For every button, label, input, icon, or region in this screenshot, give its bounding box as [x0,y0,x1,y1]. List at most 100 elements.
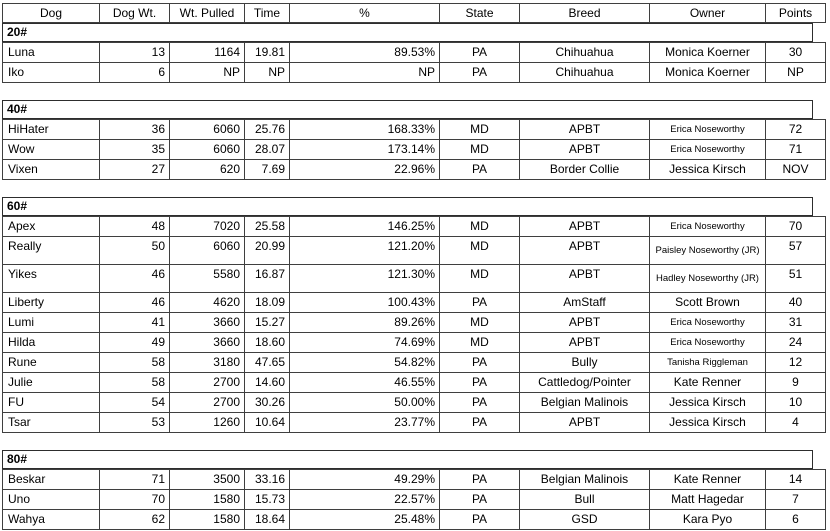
cell-dog_wt[interactable]: 62 [100,510,170,530]
cell-time[interactable]: 15.73 [245,490,290,510]
cell-breed[interactable]: APBT [520,140,650,160]
cell-pct[interactable]: NP [290,63,440,83]
cell-dog_wt[interactable]: 53 [100,413,170,433]
cell-time[interactable]: 19.81 [245,43,290,63]
cell-dog[interactable]: FU [3,393,100,413]
cell-dog[interactable]: Rune [3,353,100,373]
cell-wt_pulled[interactable]: 2700 [170,393,245,413]
cell-dog_wt[interactable]: 50 [100,237,170,265]
cell-breed[interactable]: Chihuahua [520,43,650,63]
cell-pct[interactable]: 25.48% [290,510,440,530]
cell-time[interactable]: 18.60 [245,333,290,353]
cell-breed[interactable]: APBT [520,333,650,353]
cell-wt_pulled[interactable]: 1164 [170,43,245,63]
cell-wt_pulled[interactable]: NP [170,63,245,83]
cell-breed[interactable]: Belgian Malinois [520,470,650,490]
cell-wt_pulled[interactable]: 3180 [170,353,245,373]
cell-breed[interactable]: Bull [520,490,650,510]
cell-time[interactable]: 16.87 [245,265,290,293]
cell-state[interactable]: MD [440,217,520,237]
cell-dog_wt[interactable]: 58 [100,373,170,393]
cell-owner[interactable]: Kate Renner [650,373,766,393]
cell-state[interactable]: MD [440,265,520,293]
cell-pct[interactable]: 173.14% [290,140,440,160]
cell-state[interactable]: PA [440,413,520,433]
cell-dog_wt[interactable]: 54 [100,393,170,413]
cell-time[interactable]: 15.27 [245,313,290,333]
cell-owner[interactable]: Erica Noseworthy [650,217,766,237]
cell-pct[interactable]: 74.69% [290,333,440,353]
cell-time[interactable]: 25.58 [245,217,290,237]
cell-points[interactable]: 14 [766,470,826,490]
cell-owner[interactable]: Kate Renner [650,470,766,490]
cell-state[interactable]: PA [440,470,520,490]
cell-points[interactable]: 12 [766,353,826,373]
cell-dog[interactable]: Wow [3,140,100,160]
section-header-80[interactable]: 80# [2,450,813,469]
cell-wt_pulled[interactable]: 7020 [170,217,245,237]
cell-points[interactable]: 31 [766,313,826,333]
cell-owner[interactable]: Monica Koerner [650,43,766,63]
cell-dog[interactable]: Julie [3,373,100,393]
cell-wt_pulled[interactable]: 3500 [170,470,245,490]
header-cell-wt_pulled[interactable]: Wt. Pulled [170,4,245,23]
cell-points[interactable]: 30 [766,43,826,63]
cell-dog_wt[interactable]: 35 [100,140,170,160]
header-cell-breed[interactable]: Breed [520,4,650,23]
section-header-20[interactable]: 20# [2,23,813,42]
cell-dog_wt[interactable]: 49 [100,333,170,353]
cell-dog[interactable]: Beskar [3,470,100,490]
cell-points[interactable]: NP [766,63,826,83]
cell-pct[interactable]: 89.26% [290,313,440,333]
section-header-60[interactable]: 60# [2,197,813,216]
cell-breed[interactable]: Cattledog/Pointer [520,373,650,393]
cell-state[interactable]: MD [440,120,520,140]
cell-points[interactable]: 7 [766,490,826,510]
header-cell-state[interactable]: State [440,4,520,23]
cell-owner[interactable]: Erica Noseworthy [650,333,766,353]
cell-points[interactable]: NOV [766,160,826,180]
cell-dog_wt[interactable]: 13 [100,43,170,63]
cell-points[interactable]: 72 [766,120,826,140]
cell-time[interactable]: NP [245,63,290,83]
cell-breed[interactable]: GSD [520,510,650,530]
header-cell-dog_wt[interactable]: Dog Wt. [100,4,170,23]
cell-dog[interactable]: Uno [3,490,100,510]
cell-wt_pulled[interactable]: 1580 [170,510,245,530]
cell-breed[interactable]: Chihuahua [520,63,650,83]
cell-state[interactable]: PA [440,393,520,413]
cell-wt_pulled[interactable]: 1260 [170,413,245,433]
cell-time[interactable]: 30.26 [245,393,290,413]
cell-pct[interactable]: 146.25% [290,217,440,237]
cell-points[interactable]: 6 [766,510,826,530]
cell-pct[interactable]: 22.57% [290,490,440,510]
cell-dog_wt[interactable]: 48 [100,217,170,237]
cell-wt_pulled[interactable]: 6060 [170,140,245,160]
cell-wt_pulled[interactable]: 5580 [170,265,245,293]
cell-state[interactable]: MD [440,237,520,265]
cell-dog[interactable]: Apex [3,217,100,237]
cell-state[interactable]: PA [440,293,520,313]
cell-breed[interactable]: Border Collie [520,160,650,180]
cell-pct[interactable]: 49.29% [290,470,440,490]
cell-wt_pulled[interactable]: 4620 [170,293,245,313]
cell-wt_pulled[interactable]: 2700 [170,373,245,393]
cell-wt_pulled[interactable]: 6060 [170,120,245,140]
cell-dog_wt[interactable]: 27 [100,160,170,180]
cell-owner[interactable]: Jessica Kirsch [650,413,766,433]
cell-owner[interactable]: Scott Brown [650,293,766,313]
cell-pct[interactable]: 121.20% [290,237,440,265]
cell-wt_pulled[interactable]: 1580 [170,490,245,510]
cell-pct[interactable]: 100.43% [290,293,440,313]
cell-pct[interactable]: 22.96% [290,160,440,180]
cell-dog_wt[interactable]: 46 [100,293,170,313]
cell-points[interactable]: 4 [766,413,826,433]
cell-dog_wt[interactable]: 6 [100,63,170,83]
cell-time[interactable]: 7.69 [245,160,290,180]
cell-state[interactable]: MD [440,140,520,160]
cell-owner[interactable]: Erica Noseworthy [650,313,766,333]
cell-owner[interactable]: Tanisha Riggleman [650,353,766,373]
cell-points[interactable]: 70 [766,217,826,237]
cell-state[interactable]: PA [440,490,520,510]
header-cell-owner[interactable]: Owner [650,4,766,23]
